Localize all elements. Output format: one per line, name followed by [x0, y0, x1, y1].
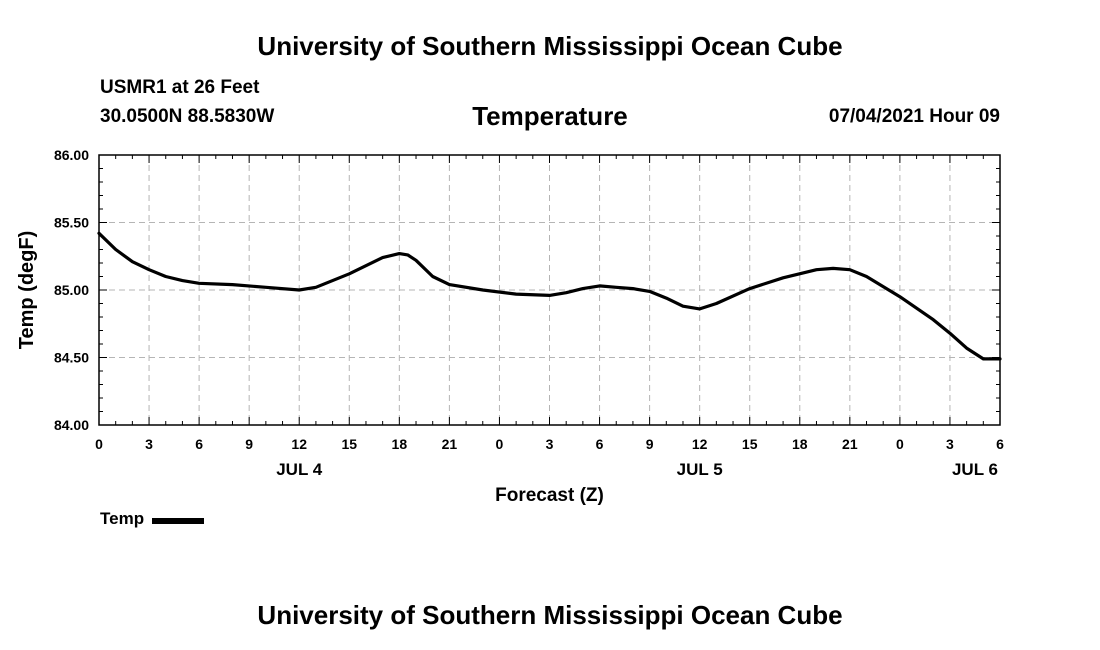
grid-lines — [99, 155, 1000, 425]
x-tick-label: 15 — [742, 436, 758, 452]
x-tick-label: 12 — [291, 436, 307, 452]
x-axis-label: Forecast (Z) — [495, 485, 604, 506]
x-tick-label: 6 — [996, 436, 1004, 452]
temp-series-line — [97, 231, 1002, 361]
y-axis: 84.00 84.50 85.00 85.50 86.00 — [54, 147, 1000, 433]
bottom-title: University of Southern Mississippi Ocean… — [257, 600, 843, 630]
station-label: USMR1 at 26 Feet — [100, 77, 260, 98]
x-tick-label: 18 — [792, 436, 808, 452]
x-axis: 0 3 6 9 12 15 18 21 0 3 6 9 12 15 18 21 0 3 6 JUL 4 JUL 5 JUL… — [95, 155, 1004, 479]
x-tick-label: 3 — [546, 436, 554, 452]
y-tick-label: 86.00 — [54, 147, 89, 163]
x-tick-label: 3 — [145, 436, 153, 452]
x-tick-label: 6 — [195, 436, 203, 452]
x-tick-label: 9 — [646, 436, 654, 452]
x-tick-label: 6 — [596, 436, 604, 452]
series-layer — [97, 231, 1002, 361]
day-label: JUL 4 — [276, 460, 323, 479]
x-tick-label: 0 — [896, 436, 904, 452]
x-tick-label: 21 — [842, 436, 858, 452]
x-tick-label: 12 — [692, 436, 708, 452]
legend-swatch — [152, 517, 205, 524]
x-tick-label: 3 — [946, 436, 954, 452]
x-tick-label: 18 — [392, 436, 408, 452]
top-title: University of Southern Mississippi Ocean… — [257, 31, 843, 61]
x-tick-label: 0 — [95, 436, 103, 452]
legend-label: Temp — [100, 509, 145, 528]
legend: Temp — [100, 509, 205, 529]
y-tick-label: 84.50 — [54, 350, 89, 366]
day-label: JUL 5 — [677, 460, 723, 479]
coordinates-label: 30.0500N 88.5830W — [100, 106, 275, 127]
y-tick-label: 85.50 — [54, 215, 89, 231]
chart-title: Temperature — [472, 101, 628, 131]
y-axis-label: Temp (degF) — [16, 231, 38, 350]
y-tick-label: 85.00 — [54, 282, 89, 298]
x-tick-label: 0 — [496, 436, 504, 452]
y-tick-label: 84.00 — [54, 417, 89, 433]
datetime-label: 07/04/2021 Hour 09 — [828, 106, 1000, 127]
x-tick-label: 21 — [442, 436, 458, 452]
x-tick-label: 9 — [245, 436, 253, 452]
day-label: JUL 6 — [952, 460, 998, 479]
x-tick-label: 15 — [341, 436, 357, 452]
